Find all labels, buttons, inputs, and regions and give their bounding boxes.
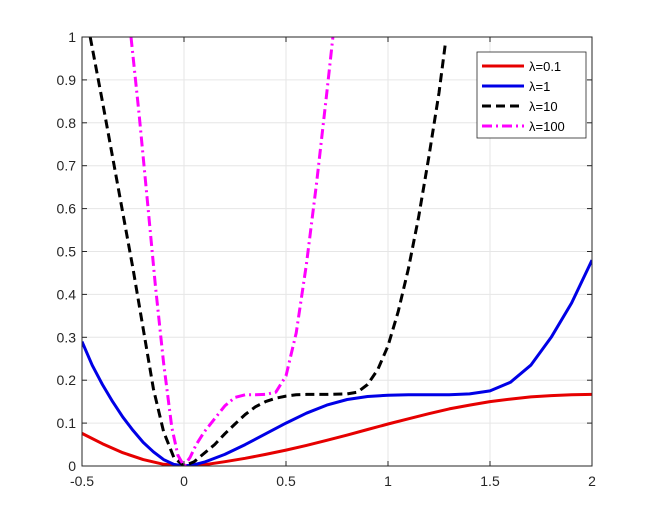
- x-tick-label: 1: [384, 473, 392, 489]
- legend: λ=0.1 λ=1 λ=10 λ=100: [476, 51, 587, 139]
- x-tick-label: -0.5: [70, 473, 94, 489]
- y-tick-label: 0.9: [57, 72, 77, 88]
- legend-label-1: λ=0.1: [529, 59, 561, 74]
- y-tick-label: 0.2: [57, 372, 77, 388]
- legend-label-2: λ=1: [529, 79, 550, 94]
- series-line-1: [82, 392, 592, 466]
- y-tick-label: 0.8: [57, 115, 77, 131]
- series-line-2: [82, 259, 592, 466]
- series-line-4: [129, 37, 335, 466]
- x-tick-label: 0: [180, 473, 188, 489]
- y-tick-label: 1: [68, 29, 76, 45]
- x-tick-label: 0.5: [276, 473, 296, 489]
- y-axis: 0 0.1 0.2 0.3 0.4 0.5 0.6 0.7 0.8 0.9 1: [57, 29, 592, 474]
- y-tick-label: 0.1: [57, 415, 77, 431]
- y-tick-label: 0.7: [57, 158, 77, 174]
- y-tick-label: 0.3: [57, 329, 77, 345]
- legend-label-4: λ=100: [529, 119, 565, 134]
- y-tick-label: 0: [68, 458, 76, 474]
- x-tick-label: 2: [588, 473, 596, 489]
- x-tick-label: 1.5: [480, 473, 500, 489]
- series-layer: [82, 37, 592, 466]
- y-tick-label: 0.5: [57, 244, 77, 260]
- legend-label-3: λ=10: [529, 99, 558, 114]
- y-tick-label: 0.6: [57, 201, 77, 217]
- x-axis: -0.5 0 0.5 1 1.5 2: [70, 37, 596, 489]
- y-tick-label: 0.4: [57, 286, 77, 302]
- series-line-3: [88, 37, 447, 466]
